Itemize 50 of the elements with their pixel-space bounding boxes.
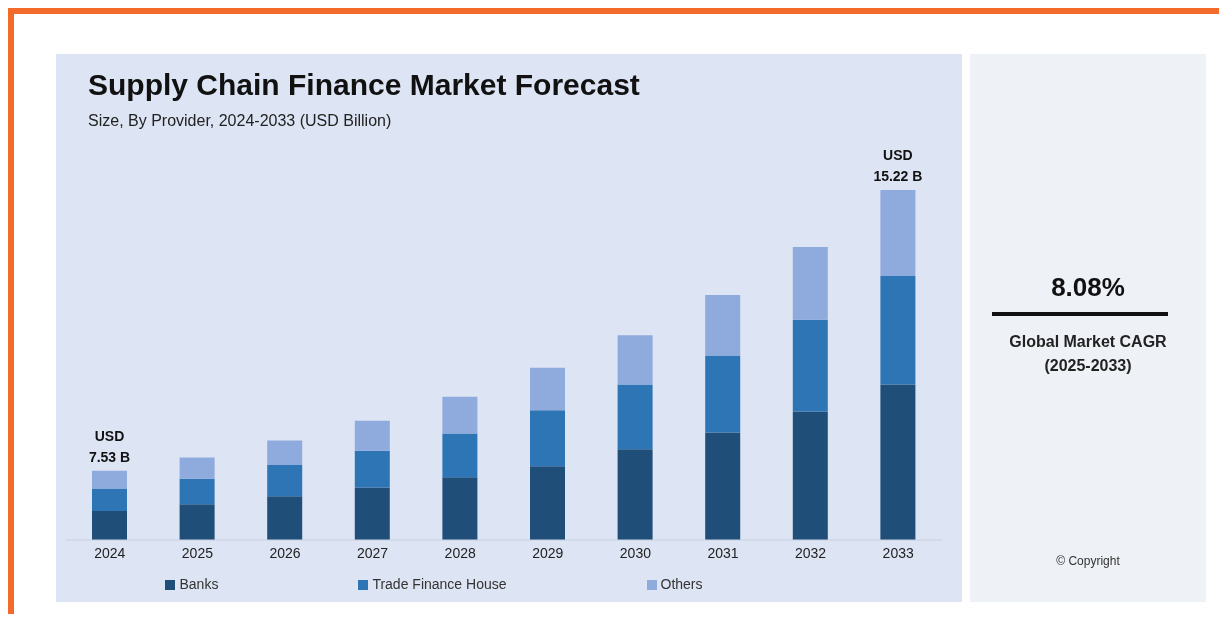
bar <box>705 355 741 433</box>
bar <box>880 190 916 277</box>
bar <box>792 319 828 412</box>
x-tick-label: 2029 <box>532 544 564 561</box>
x-tick-label: 2033 <box>882 544 914 561</box>
x-tick-label: 2025 <box>181 544 214 561</box>
bar <box>442 477 478 540</box>
bar <box>617 335 653 385</box>
bar <box>617 449 653 540</box>
total-label: USD 7.53 B <box>88 427 131 465</box>
bar <box>880 276 916 385</box>
bar <box>530 410 565 467</box>
bar <box>705 295 741 356</box>
bar <box>92 470 127 489</box>
bar <box>354 420 390 451</box>
bar <box>442 396 478 434</box>
x-tick-label: 2026 <box>269 544 301 561</box>
total-label: USD 15.22 B <box>873 147 923 184</box>
x-tick-label: 2028 <box>444 544 476 561</box>
text: © Copyright <box>1055 554 1121 568</box>
bar <box>705 432 741 540</box>
bar <box>267 465 303 497</box>
chart-subtitle: Size, By Provider, 2024-2033 (USD Billion) <box>88 112 392 130</box>
legend-label: Trade Finance House <box>372 576 507 592</box>
bar <box>354 487 390 540</box>
bar <box>179 478 215 505</box>
bar <box>530 367 565 411</box>
legend-label: Banks <box>179 576 219 592</box>
bar <box>530 466 565 540</box>
legend-label: Others <box>660 576 703 592</box>
bar <box>267 440 303 466</box>
bar <box>179 504 215 540</box>
text: 8.08% <box>1050 272 1126 303</box>
bar <box>179 457 215 479</box>
bar <box>880 384 916 540</box>
bar <box>792 247 828 320</box>
bar <box>354 450 390 488</box>
bar <box>442 433 478 478</box>
bar <box>267 496 303 540</box>
bar <box>617 384 653 450</box>
text: Global Market CAGR (2025-2033) <box>1008 332 1168 376</box>
x-tick-label: 2024 <box>94 544 126 561</box>
x-tick-label: 2030 <box>619 544 652 561</box>
x-tick-label: 2032 <box>795 544 827 561</box>
x-tick-label: 2031 <box>707 544 739 561</box>
chart-title: Supply Chain Finance Market Forecast <box>88 68 640 102</box>
bar <box>92 488 127 511</box>
x-tick-label: 2027 <box>357 544 389 561</box>
bar <box>92 510 127 540</box>
bar <box>792 411 828 540</box>
